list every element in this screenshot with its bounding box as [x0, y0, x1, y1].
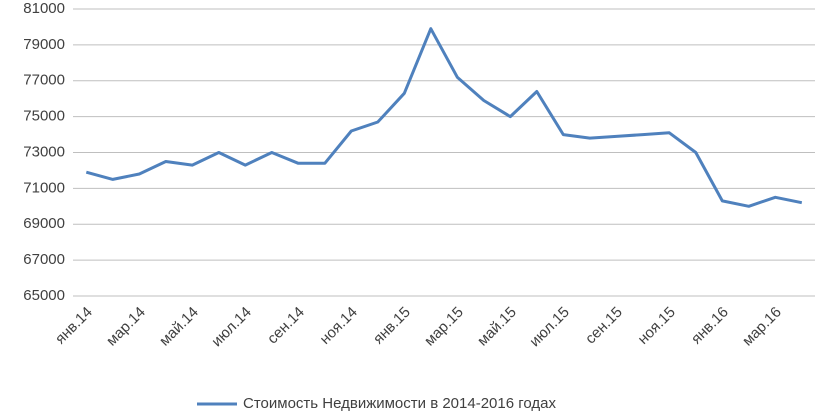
y-tick-label: 73000: [23, 143, 65, 160]
data-line: [85, 27, 803, 208]
x-tick-label: мар.16: [739, 304, 785, 350]
x-tick-label: мар.15: [421, 304, 467, 350]
x-tick-label: май.15: [474, 304, 520, 350]
x-tick-label: янв.15: [370, 304, 414, 348]
y-tick-label: 65000: [23, 287, 65, 304]
x-tick-label: мар.14: [103, 304, 149, 350]
legend-label: Стоимость Недвижимости в 2014-2016 годах: [243, 395, 556, 412]
y-tick-label: 75000: [23, 108, 65, 125]
x-tick-label: ноя.14: [317, 304, 361, 348]
x-tick-label: сен.14: [264, 304, 308, 348]
x-tick-label: июл.14: [208, 304, 255, 351]
x-tick-label: ноя.15: [635, 304, 679, 348]
y-tick-label: 77000: [23, 72, 65, 89]
x-tick-label: янв.14: [52, 304, 96, 348]
y-tick-label: 71000: [23, 179, 65, 196]
x-tick-label: сен.15: [582, 304, 626, 348]
x-tick-label: янв.16: [688, 304, 732, 348]
x-tick-label: май.14: [156, 304, 202, 350]
x-tick-label: июл.15: [526, 304, 573, 351]
y-tick-label: 79000: [23, 36, 65, 53]
y-tick-label: 69000: [23, 215, 65, 232]
y-tick-label: 81000: [23, 0, 65, 17]
y-tick-label: 67000: [23, 251, 65, 268]
